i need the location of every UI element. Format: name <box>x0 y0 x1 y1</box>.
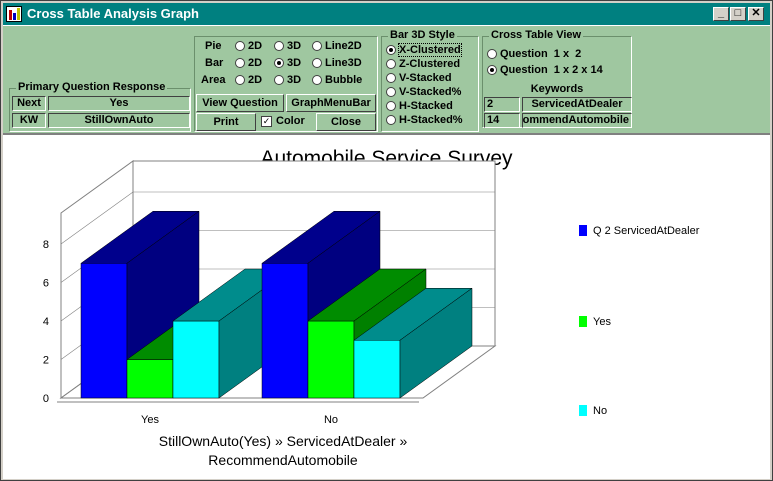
y-tick-label: 8 <box>43 239 49 251</box>
x-clustered-label: X-Clustered <box>398 43 462 57</box>
bar-chart: 0 2 4 6 8 Yes No <box>43 160 497 426</box>
close-button[interactable]: Close <box>316 113 376 131</box>
primary-response-group: Primary Question Response Next Yes KW St… <box>9 81 191 132</box>
cross-table-group: Cross Table View Question 1 x 2 Question… <box>482 29 632 128</box>
kw-key: KW <box>12 113 46 128</box>
app-icon <box>6 6 22 22</box>
close-window-button[interactable]: ✕ <box>748 7 764 21</box>
graph-menu-bar-button[interactable]: GraphMenuBar <box>286 94 376 112</box>
h-stacked-radio[interactable] <box>386 101 396 111</box>
control-panel: Primary Question Response Next Yes KW St… <box>3 25 770 133</box>
pie-label: Pie <box>205 40 222 52</box>
bar-3d-label: 3D <box>287 57 302 69</box>
cross-table-title: Cross Table View <box>489 29 584 41</box>
y-tick-label: 0 <box>43 393 49 405</box>
v-stacked-pct-label: V-Stacked% <box>399 86 462 98</box>
bar-side <box>399 287 473 399</box>
legend-label-serviced: Q 2 ServicedAtDealer <box>593 225 700 237</box>
graph-type-group: Pie 2D 3D Line2D Bar 2D 3D Line3D Area 2… <box>194 36 378 132</box>
window-title: Cross Table Analysis Graph <box>27 6 199 21</box>
v-stacked-radio[interactable] <box>386 73 396 83</box>
bar-front <box>126 359 174 399</box>
chart-caption-line2: RecommendAutomobile <box>208 452 358 468</box>
pie-line2d-label: Line2D <box>325 40 362 52</box>
bar-2d-label: 2D <box>248 57 263 69</box>
pie-3d-label: 3D <box>287 40 302 52</box>
bar-2d-radio[interactable] <box>235 58 245 68</box>
color-checkbox[interactable]: ✓ <box>261 116 272 127</box>
close-icon: ✕ <box>751 7 761 19</box>
print-button[interactable]: Print <box>196 113 256 131</box>
area-2d-label: 2D <box>248 74 263 86</box>
bar-front <box>172 320 220 399</box>
pie-2d-label: 2D <box>248 40 263 52</box>
question-1x2-radio[interactable] <box>487 49 497 59</box>
question-1x2-label: Question 1 x 2 <box>500 48 582 60</box>
bar-front <box>353 340 401 399</box>
next-value: Yes <box>48 96 190 111</box>
pie-2d-radio[interactable] <box>235 41 245 51</box>
legend-label-yes: Yes <box>593 316 611 328</box>
bar-line3d-label: Line3D <box>325 57 362 69</box>
bar-3d-radio[interactable] <box>274 58 284 68</box>
kw-value: StillOwnAuto <box>48 113 190 128</box>
minimize-button[interactable]: _ <box>713 7 729 21</box>
area-bubble-label: Bubble <box>325 74 363 86</box>
maximize-icon: □ <box>734 7 742 19</box>
gridline <box>60 191 134 245</box>
keywords-title: Keywords <box>530 83 584 95</box>
keyword-num: 2 <box>484 97 520 112</box>
bar-front <box>80 263 128 399</box>
legend-swatch-serviced <box>579 225 587 236</box>
z-clustered-radio[interactable] <box>386 59 396 69</box>
area-bubble-radio[interactable] <box>312 75 322 85</box>
x-clustered-radio[interactable] <box>386 45 396 55</box>
bar-style-title: Bar 3D Style <box>388 29 457 41</box>
y-tick-label: 2 <box>43 355 49 367</box>
chart-area: Automobile Service Survey 0 2 4 6 8 Yes No Sti… <box>3 133 770 479</box>
maximize-button[interactable]: □ <box>730 7 746 21</box>
x-tick-label: Yes <box>141 414 159 426</box>
v-stacked-label: V-Stacked <box>399 72 452 84</box>
keyword-name: ServicedAtDealer <box>522 97 632 112</box>
area-label: Area <box>201 74 226 86</box>
question-1x2x14-radio[interactable] <box>487 65 497 75</box>
color-label: Color <box>276 115 305 127</box>
v-stacked-pct-radio[interactable] <box>386 87 396 97</box>
keyword-name: RecommendAutomobile <box>522 113 632 128</box>
area-2d-radio[interactable] <box>235 75 245 85</box>
legend-label-no: No <box>593 405 608 417</box>
keyword-num: 14 <box>484 113 520 128</box>
x-tick-label: No <box>324 414 338 426</box>
view-question-button[interactable]: View Question <box>196 94 284 112</box>
question-1x2x14-label: Question 1 x 2 x 14 <box>500 64 603 76</box>
h-stacked-label: H-Stacked <box>399 100 453 112</box>
area-3d-radio[interactable] <box>274 75 284 85</box>
area-3d-label: 3D <box>287 74 302 86</box>
title-bar[interactable]: Cross Table Analysis Graph _ □ ✕ <box>3 3 770 25</box>
primary-response-title: Primary Question Response <box>16 81 168 93</box>
pie-3d-radio[interactable] <box>274 41 284 51</box>
h-stacked-pct-label: H-Stacked% <box>399 114 463 126</box>
chart-caption-line1: StillOwnAuto(Yes) » ServicedAtDealer » <box>158 433 408 449</box>
h-stacked-pct-radio[interactable] <box>386 115 396 125</box>
minimize-icon: _ <box>717 7 725 19</box>
y-tick-label: 6 <box>43 278 49 290</box>
legend-swatch-no <box>579 405 587 416</box>
bar-front <box>261 263 309 399</box>
z-clustered-label: Z-Clustered <box>399 58 461 70</box>
pie-line2d-radio[interactable] <box>312 41 322 51</box>
bar-line3d-radio[interactable] <box>312 58 322 68</box>
y-tick-label: 4 <box>43 316 49 328</box>
bar-label: Bar <box>205 57 224 69</box>
legend-swatch-yes <box>579 316 587 327</box>
next-key: Next <box>12 96 46 111</box>
bar-style-group: Bar 3D Style X-Clustered Z-Clustered V-S… <box>381 29 479 132</box>
bar-front <box>307 320 355 399</box>
